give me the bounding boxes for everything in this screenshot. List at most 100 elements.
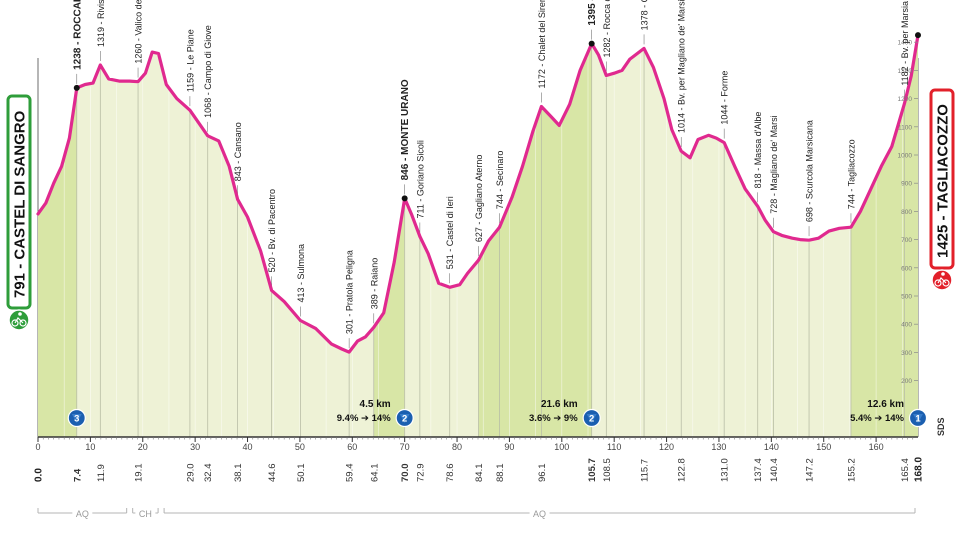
y-tick-label-700: 700 bbox=[901, 237, 912, 244]
profile-line bbox=[36, 32, 921, 354]
waypoint-label-1: 1319 - Rivisondoli bbox=[96, 0, 106, 47]
km-label-21: 137.4 bbox=[753, 458, 764, 482]
finish-dot bbox=[915, 32, 921, 39]
waypoint-label-14: 744 - Secinaro bbox=[495, 151, 505, 210]
waypoint-label-25: 1182 - Bv. per Marsia bbox=[900, 1, 910, 86]
y-tick-label-300: 300 bbox=[901, 350, 912, 357]
climb-marker-0: 3 bbox=[67, 408, 86, 428]
waypoint-label-4: 1068 - Campo di Giove bbox=[203, 25, 213, 118]
x-tick-label-150: 150 bbox=[816, 442, 831, 452]
start-badge: 791 - CASTEL DI SANGRO bbox=[6, 94, 32, 331]
x-tick-label-100: 100 bbox=[554, 442, 569, 452]
climb-markers: 3 2 4.5 km 9.4% ➔ 14% 2 21.6 km 3.6% ➔ 9% 1 12.6… bbox=[67, 399, 946, 436]
region-label-bg-0 bbox=[72, 509, 93, 518]
waypoint-label-5: 843 - Cansano bbox=[233, 122, 243, 181]
waypoint-label-22: 728 - Magliano de' Marsi bbox=[769, 115, 779, 213]
x-tick-label-20: 20 bbox=[138, 442, 148, 452]
km-label-17: 108.5 bbox=[602, 458, 613, 482]
waypoint-label-21: 818 - Massa d'Albe bbox=[753, 112, 763, 189]
cyclist-icon-finish bbox=[931, 269, 953, 291]
cyclist-icon-head bbox=[941, 272, 945, 276]
waypoint-label-20: 1044 - Forme bbox=[720, 71, 730, 125]
km-labels: 7.4 11.9 19.1 29.0 32.4 38.1 44.6 50.1 59.4 64.1 7… bbox=[34, 457, 925, 482]
km-label-0: 7.4 bbox=[72, 468, 83, 482]
cyclist-icon-wheel-a bbox=[934, 279, 942, 287]
x-tick-label-30: 30 bbox=[190, 442, 200, 452]
finish-badge-text: 1425 - TAGLIACOZZO bbox=[935, 104, 952, 258]
x-tick-label-60: 60 bbox=[347, 442, 357, 452]
climb-length-2: 21.6 km bbox=[541, 399, 578, 410]
start-badge-text: 791 - CASTEL DI SANGRO bbox=[12, 110, 29, 298]
climb-fill-2 bbox=[478, 43, 592, 437]
km-label-13: 84.1 bbox=[474, 464, 485, 483]
x-tick-label-110: 110 bbox=[607, 442, 621, 452]
km-label-2: 19.1 bbox=[134, 464, 145, 483]
climb-fill-0 bbox=[38, 87, 77, 438]
cyclist-icon-frame bbox=[937, 277, 947, 284]
waypoint-label-7: 413 - Sulmona bbox=[296, 244, 306, 303]
waypoint-label-9: 389 - Raiano bbox=[369, 258, 379, 310]
km-label-11: 72.9 bbox=[415, 464, 426, 483]
climb-category-shape-2 bbox=[586, 414, 597, 423]
waypoint-label-2: 1260 - Valico della Forchetta bbox=[134, 0, 144, 64]
climb-category-shape-3 bbox=[913, 414, 923, 423]
km-label-16: 105.7 bbox=[587, 458, 598, 482]
finish-badge: 1425 - TAGLIACOZZO bbox=[929, 88, 955, 291]
km-label-23: 147.2 bbox=[805, 458, 816, 482]
waypoint-label-3: 1159 - Le Piane bbox=[185, 29, 195, 92]
km-label-19: 122.8 bbox=[677, 458, 688, 482]
start-finish-badges: 791 - CASTEL DI SANGRO 1425 - TAGLIACOZZO bbox=[6, 88, 955, 331]
x-tick-label-90: 90 bbox=[504, 442, 514, 452]
waypoint-label-8: 301 - Pratola Peligna bbox=[345, 250, 355, 334]
x-tick-label-10: 10 bbox=[85, 442, 95, 452]
region-label-2: AQ bbox=[533, 509, 546, 519]
x-tick-label-120: 120 bbox=[659, 442, 674, 452]
km-label-finish: 168.0 bbox=[914, 457, 925, 482]
climb-fill-3 bbox=[851, 35, 918, 437]
km-label-25: 165.4 bbox=[900, 458, 911, 482]
start-altitude-name: 791 - CASTEL DI SANGRO bbox=[12, 110, 29, 298]
region-label-bg-1 bbox=[135, 509, 156, 518]
profile-area bbox=[38, 35, 918, 438]
cyclist-icon-wheel-b bbox=[942, 279, 950, 287]
region-label-0: AQ bbox=[76, 509, 89, 519]
finish-badge-frame bbox=[929, 88, 955, 270]
x-tick-label-40: 40 bbox=[243, 442, 253, 452]
x-tick-label-140: 140 bbox=[764, 442, 779, 452]
x-tick-label-160: 160 bbox=[869, 442, 884, 452]
region-label-1: CH bbox=[139, 509, 152, 519]
waypoint-label-12: 531 - Castel di Ieri bbox=[445, 196, 455, 269]
climb-category-shape-0 bbox=[71, 414, 82, 423]
y-tick-label-800: 800 bbox=[901, 209, 912, 216]
km-label-1: 11.9 bbox=[96, 464, 107, 482]
climb-marker-2: 2 21.6 km 3.6% ➔ 9% bbox=[529, 399, 601, 428]
waypoint-label-23: 698 - Scurcola Marsicana bbox=[805, 120, 815, 222]
km-label-9: 64.1 bbox=[369, 464, 380, 483]
cyclist-icon-frame bbox=[14, 317, 24, 324]
y-tick-label-400: 400 bbox=[901, 322, 912, 329]
km-label-7: 50.1 bbox=[296, 464, 307, 483]
km-label-24: 155.2 bbox=[846, 458, 857, 482]
cyclist-icon-head bbox=[18, 312, 22, 316]
climb-category-shape-1 bbox=[399, 414, 410, 423]
y-tick-label-1300: 1300 bbox=[898, 68, 913, 75]
climb-marker-3: 1 12.6 km 5.4% ➔ 14% bbox=[850, 399, 928, 428]
waypoint-label-13: 627 - Gagliano Aterno bbox=[474, 155, 484, 243]
cyclist-icon-wheel-a bbox=[11, 319, 19, 327]
km-label-4: 32.4 bbox=[203, 464, 214, 483]
start-badge-frame bbox=[6, 94, 32, 310]
waypoint-label-0: 1238 - ROCCARASO bbox=[72, 0, 83, 70]
waypoint-label-11: 711 - Goriano Sicoli bbox=[415, 140, 425, 218]
climb-fill-1 bbox=[373, 198, 405, 437]
x-axis: 0 10 20 30 40 50 60 70 80 90 100 110 120 130 140 150 160 bbox=[35, 436, 918, 452]
waypoint-label-18: 1378 - Ovindoli bbox=[640, 0, 650, 30]
x-tick-label-80: 80 bbox=[452, 442, 462, 452]
km-label-6: 44.6 bbox=[267, 464, 278, 483]
x-tick-label-70: 70 bbox=[400, 442, 410, 452]
x-tick-label-130: 130 bbox=[711, 442, 726, 452]
x-tick-label-0: 0 bbox=[35, 442, 40, 452]
waypoint-label-24: 744 - Tagliacozzo bbox=[846, 139, 856, 209]
waypoint-label-17: 1282 - Rocca di mezzo bbox=[602, 0, 612, 57]
y-tick-label-1100: 1100 bbox=[898, 124, 912, 131]
